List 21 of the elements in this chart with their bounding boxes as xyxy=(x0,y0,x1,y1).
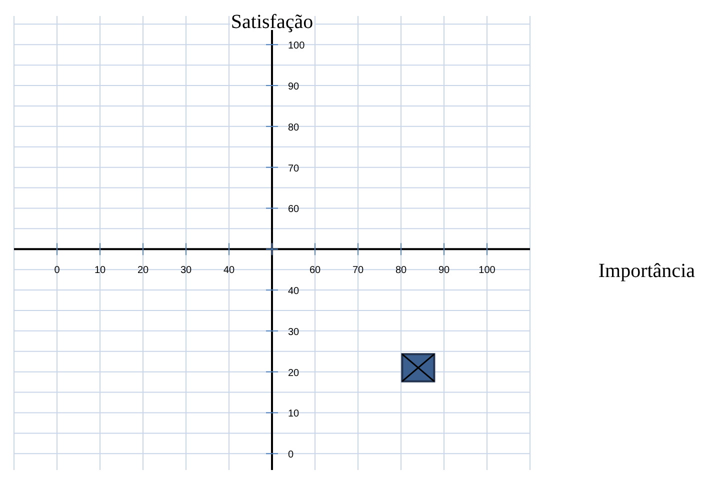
x-tick-label: 90 xyxy=(438,265,450,276)
x-tick-label: 30 xyxy=(180,265,192,276)
x-tick-label: 70 xyxy=(352,265,364,276)
y-tick-label: 0 xyxy=(288,450,294,461)
x-tick-label: 80 xyxy=(395,265,407,276)
y-tick-label: 30 xyxy=(288,326,300,338)
y-tick-label: 70 xyxy=(288,163,300,174)
y-tick-label: 80 xyxy=(288,122,300,134)
y-tick-label: 90 xyxy=(288,82,300,93)
y-tick-label: 60 xyxy=(288,204,300,216)
x-tick-label: 60 xyxy=(309,265,321,276)
x-axis-title: Importância xyxy=(598,260,696,282)
x-tick-label: 10 xyxy=(94,265,106,276)
y-tick-label: 10 xyxy=(288,408,300,420)
x-tick-label: 40 xyxy=(223,265,235,276)
x-tick-label: 20 xyxy=(137,265,149,276)
x-tick-label: 100 xyxy=(478,265,496,276)
y-tick-label: 100 xyxy=(288,40,306,52)
y-tick-label: 20 xyxy=(288,368,300,379)
y-tick-label: 40 xyxy=(288,286,300,298)
x-tick-label: 0 xyxy=(54,265,60,276)
